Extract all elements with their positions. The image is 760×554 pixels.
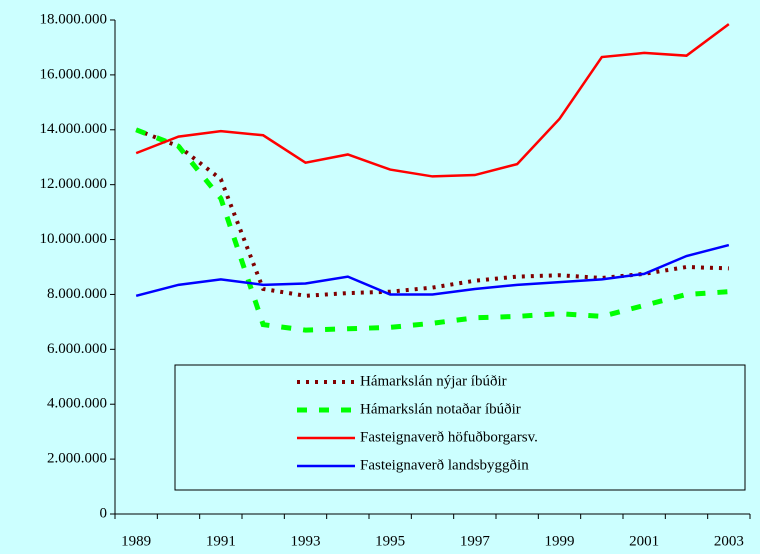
legend-label: Hámarkslán nýjar íbúðir — [360, 373, 507, 389]
y-tick-label: 18.000.000 — [40, 11, 108, 27]
x-tick-label: 1991 — [206, 533, 236, 549]
x-tick-label: 2003 — [714, 533, 744, 549]
y-tick-label: 14.000.000 — [40, 121, 108, 137]
y-tick-label: 12.000.000 — [40, 176, 108, 192]
y-tick-label: 6.000.000 — [47, 341, 107, 357]
legend — [174, 364, 746, 491]
x-tick-label: 1999 — [545, 533, 575, 549]
legend-label: Hámarkslán notaðar íbúðir — [360, 401, 521, 417]
x-tick-label: 1995 — [375, 533, 405, 549]
x-tick-label: 1993 — [291, 533, 321, 549]
series-line — [135, 243, 730, 298]
x-tick-label: 2001 — [629, 533, 659, 549]
y-tick-label: 4.000.000 — [47, 396, 107, 412]
series-line — [135, 23, 730, 178]
x-tick-label: 1989 — [121, 533, 151, 549]
legend-label: Fasteignaverð höfuðborgarsv. — [360, 429, 538, 445]
y-tick-label: 2.000.000 — [47, 451, 107, 467]
y-tick-label: 8.000.000 — [47, 286, 107, 302]
x-tick-label: 1997 — [460, 533, 491, 549]
y-tick-label: 0 — [100, 505, 108, 521]
series-line — [135, 127, 729, 333]
y-tick-label: 10.000.000 — [40, 231, 108, 247]
y-tick-label: 16.000.000 — [40, 66, 108, 82]
legend-label: Fasteignaverð landsbyggðin — [360, 457, 529, 473]
